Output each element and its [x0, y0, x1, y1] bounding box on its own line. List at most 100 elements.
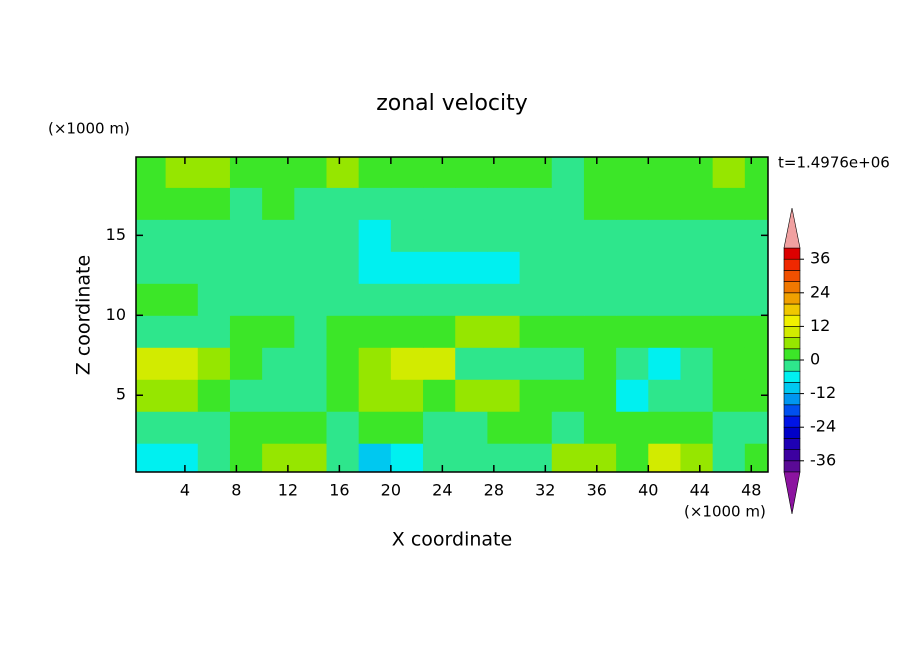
contour-cell — [648, 251, 681, 284]
contour-cell — [455, 283, 488, 316]
contour-cell — [229, 315, 263, 348]
colorbar-swatch — [783, 449, 801, 462]
colorbar-tick-label: 0 — [810, 350, 820, 369]
contour-cell — [294, 411, 328, 444]
contour-cell — [455, 411, 488, 444]
contour-cell — [583, 187, 617, 220]
contour-cell — [358, 443, 392, 473]
contour-cell — [616, 411, 649, 444]
contour-cell — [358, 347, 392, 380]
contour-cell — [680, 157, 714, 188]
contour-cell — [326, 347, 360, 380]
colorbar-swatch — [783, 426, 801, 439]
contour-cell — [262, 187, 295, 220]
contour-cell — [197, 219, 231, 252]
contour-cell — [197, 315, 231, 348]
contour-cell — [583, 443, 617, 473]
contour-cell — [423, 187, 456, 220]
contour-cell — [712, 219, 746, 252]
contour-cell — [136, 283, 167, 316]
contour-cell — [197, 283, 231, 316]
colorbar-swatch — [783, 326, 801, 338]
colorbar-swatch — [783, 382, 801, 394]
contour-cell — [712, 251, 746, 284]
contour-cell — [326, 443, 360, 473]
contour-cell — [712, 411, 746, 444]
contour-cell — [616, 219, 649, 252]
contour-cell — [551, 187, 585, 220]
contour-cell — [680, 251, 714, 284]
contour-cell — [390, 379, 424, 412]
contour-cell — [423, 379, 456, 412]
x-tick-label: 44 — [690, 481, 710, 500]
contour-cell — [423, 283, 456, 316]
colorbar-tick-label: -24 — [810, 417, 836, 436]
contour-cell — [712, 347, 746, 380]
contour-cell — [551, 411, 585, 444]
contour-cell — [648, 347, 681, 380]
contour-cell — [390, 315, 424, 348]
colorbar-tick-label: -12 — [810, 383, 836, 402]
x-tick-label: 4 — [180, 481, 190, 500]
contour-cell — [551, 315, 585, 348]
contour-cell — [487, 315, 521, 348]
contour-cell — [262, 379, 295, 412]
contour-cell — [423, 157, 456, 188]
contour-cell — [294, 187, 328, 220]
x-tick-label: 12 — [278, 481, 298, 500]
contour-cell — [712, 379, 746, 412]
contour-cell — [744, 219, 769, 252]
contour-cell — [358, 187, 392, 220]
contour-cell — [487, 187, 521, 220]
contour-cell — [744, 443, 769, 473]
contour-cell — [680, 347, 714, 380]
contour-cell — [262, 251, 295, 284]
contour-cell — [519, 187, 553, 220]
contour-cell — [487, 411, 521, 444]
x-tick-label: 36 — [587, 481, 607, 500]
contour-cell — [712, 187, 746, 220]
contour-cell — [680, 411, 714, 444]
contour-cell — [648, 411, 681, 444]
x-tick-label: 40 — [638, 481, 658, 500]
contour-cell — [551, 157, 585, 188]
contour-cell — [680, 219, 714, 252]
colorbar-tick-label: 36 — [810, 249, 830, 268]
contour-cell — [616, 347, 649, 380]
contour-cell — [519, 219, 553, 252]
contour-cell — [680, 315, 714, 348]
contour-cell — [229, 187, 263, 220]
contour-cell — [197, 443, 231, 473]
contour-cell — [648, 379, 681, 412]
contour-cell — [390, 187, 424, 220]
contour-cell — [744, 251, 769, 284]
contour-cell — [165, 251, 199, 284]
y-tick-label: 10 — [106, 305, 126, 324]
contour-cell — [648, 283, 681, 316]
contour-cell — [423, 443, 456, 473]
contour-cell — [390, 347, 424, 380]
contour-cell — [229, 379, 263, 412]
contour-cell — [648, 315, 681, 348]
plot-frame — [135, 156, 769, 473]
colorbar-swatch — [783, 314, 801, 327]
contour-cell — [487, 379, 521, 412]
contour-cell — [423, 251, 456, 284]
contour-cell — [136, 347, 167, 380]
colorbar-swatch — [783, 270, 801, 282]
contour-cell — [423, 411, 456, 444]
y-tick-label: 5 — [116, 385, 126, 404]
contour-cell — [744, 315, 769, 348]
contour-cell — [616, 187, 649, 220]
contour-cell — [197, 411, 231, 444]
contour-cell — [229, 251, 263, 284]
contour-cell — [136, 251, 167, 284]
contour-cell — [519, 443, 553, 473]
x-tick-label: 28 — [484, 481, 504, 500]
colorbar-swatch — [783, 348, 801, 361]
contour-cell — [229, 219, 263, 252]
contour-cell — [165, 315, 199, 348]
contour-cell — [519, 251, 553, 284]
contour-cell — [326, 157, 360, 188]
x-tick-label: 20 — [381, 481, 401, 500]
